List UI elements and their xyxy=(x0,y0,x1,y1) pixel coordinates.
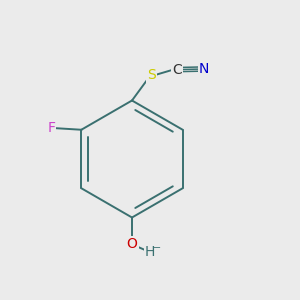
Text: F: F xyxy=(47,121,55,135)
Text: C: C xyxy=(172,63,182,76)
Text: S: S xyxy=(147,68,156,82)
Text: O: O xyxy=(127,238,137,251)
Text: −: − xyxy=(153,242,162,253)
Text: N: N xyxy=(199,62,209,76)
Text: H: H xyxy=(145,245,155,259)
